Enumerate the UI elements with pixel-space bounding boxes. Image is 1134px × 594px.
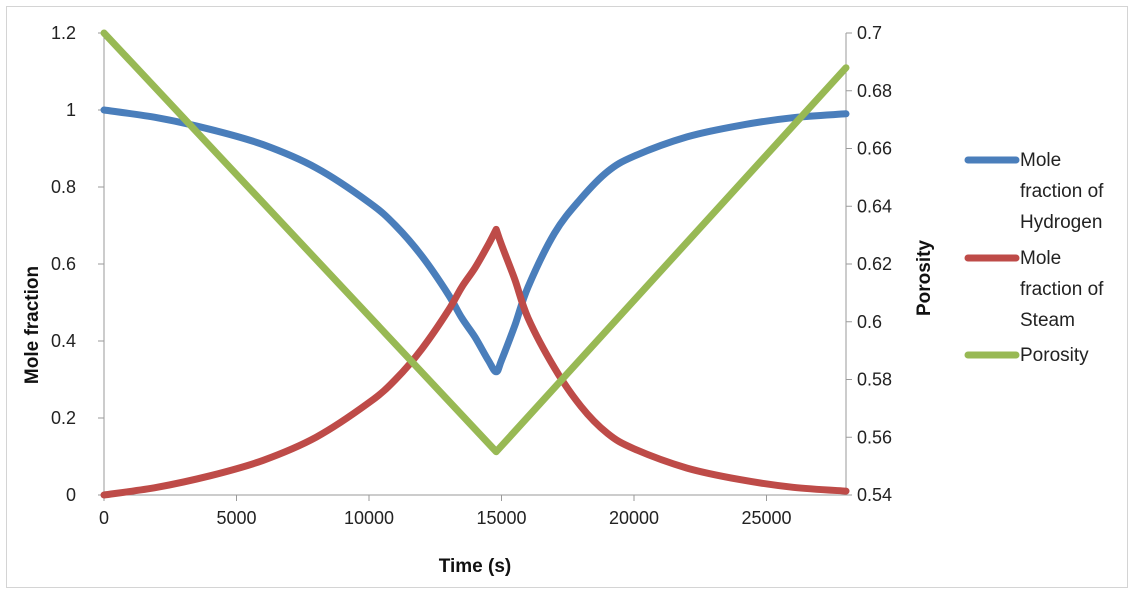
x-tick-label: 20000: [609, 508, 659, 528]
y-ticks: 0 0.2 0.4 0.6 0.8 1 1.2: [51, 23, 104, 505]
y2-tick-label: 0.56: [857, 427, 892, 447]
y-tick-label: 0: [66, 485, 76, 505]
legend-label-1: Mole fraction of Steam: [1020, 248, 1104, 331]
series-line-2: [100, 29, 850, 456]
legend: Mole fraction of Hydrogen Mole fraction of St…: [964, 150, 1104, 366]
y-tick-label: 0.8: [51, 177, 76, 197]
y2-tick-label: 0.6: [857, 312, 882, 332]
y2-axis-title: Porosity: [914, 240, 935, 316]
series-lines: [100, 29, 850, 499]
series-line-1: [100, 225, 850, 499]
y2-tick-label: 0.58: [857, 370, 892, 390]
x-tick-label: 10000: [344, 508, 394, 528]
y-axis-title: Mole fraction: [22, 266, 43, 384]
y-tick-label: 0.6: [51, 254, 76, 274]
y2-tick-label: 0.64: [857, 196, 892, 216]
x-axis-title: Time (s): [439, 556, 512, 577]
x-tick-label: 25000: [741, 508, 791, 528]
series-line-0: [100, 106, 850, 376]
x-ticks: 0 5000 10000 15000 20000 25000: [99, 495, 792, 528]
y-tick-label: 1: [66, 100, 76, 120]
x-tick-label: 5000: [216, 508, 256, 528]
legend-label-2: Porosity: [1020, 345, 1089, 366]
y2-tick-label: 0.66: [857, 139, 892, 159]
y-tick-label: 0.2: [51, 408, 76, 428]
x-tick-label: 15000: [476, 508, 526, 528]
chart-frame: [6, 6, 1128, 588]
y-tick-label: 1.2: [51, 23, 76, 43]
y2-ticks: 0.54 0.56 0.58 0.6 0.62 0.64 0.66 0.68 0.7: [846, 23, 892, 505]
y-tick-label: 0.4: [51, 331, 76, 351]
y2-tick-label: 0.7: [857, 23, 882, 43]
y2-tick-label: 0.62: [857, 254, 892, 274]
y2-tick-label: 0.68: [857, 81, 892, 101]
x-tick-label: 0: [99, 508, 109, 528]
y2-tick-label: 0.54: [857, 485, 892, 505]
legend-label-0: Mole fraction of Hydrogen: [1020, 150, 1104, 233]
